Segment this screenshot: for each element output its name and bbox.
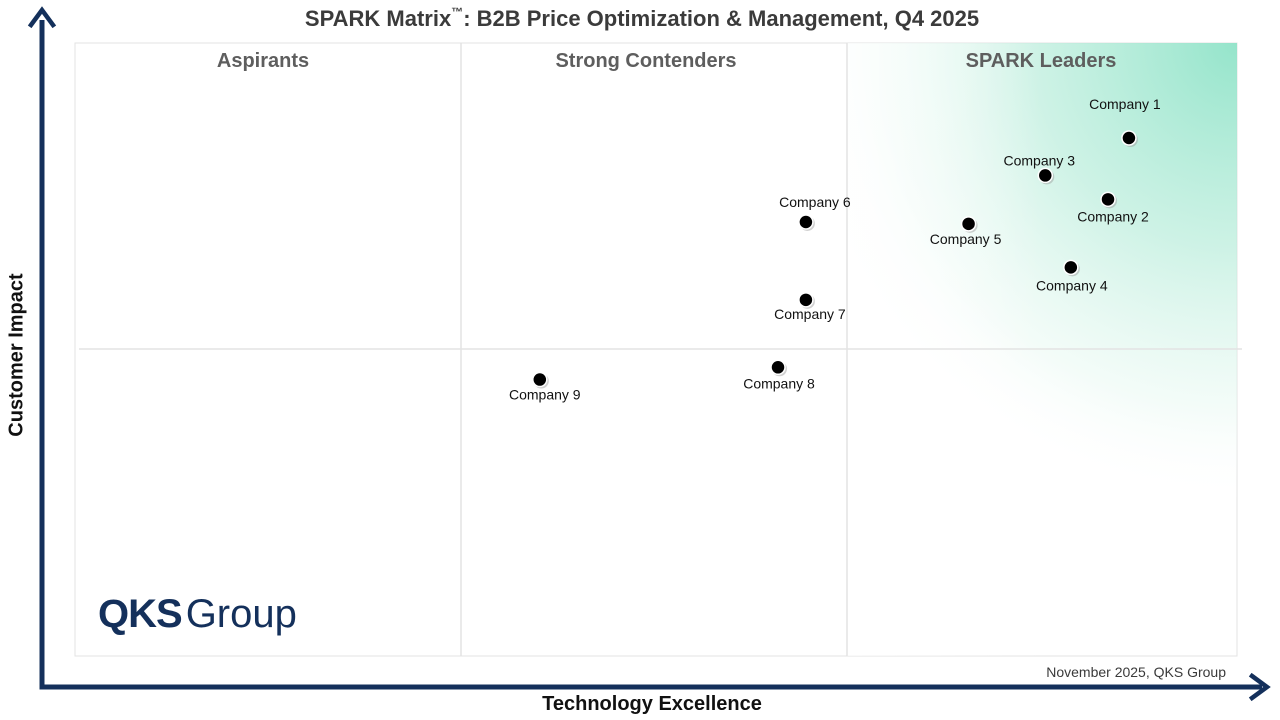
point-company-2 [1100, 191, 1116, 208]
point-company-5 [960, 216, 977, 232]
y-axis-arrow-icon [27, 6, 57, 29]
point-label-company-2: Company 2 [1077, 208, 1149, 224]
point-label-company-7: Company 7 [774, 306, 846, 322]
point-company-6 [798, 214, 814, 230]
point-label-company-4: Company 4 [1036, 277, 1108, 293]
point-company-1 [1121, 130, 1137, 146]
point-label-company-9: Company 9 [509, 387, 581, 403]
x-axis-label: Technology Excellence [542, 693, 762, 715]
point-label-company-5: Company 5 [930, 231, 1002, 247]
logo-group-text: Group [185, 592, 297, 636]
point-label-company-1: Company 1 [1089, 96, 1161, 112]
quadrant-label-spark-leaders: SPARK Leaders [965, 50, 1117, 72]
point-company-8 [770, 359, 786, 376]
trademark-symbol: ™ [451, 4, 464, 19]
qks-group-logo: QKS Group [98, 594, 297, 634]
point-company-3 [1037, 167, 1054, 184]
x-axis-arrow-icon [1248, 672, 1271, 702]
chart-title-rest: : B2B Price Optimization & Management, Q… [463, 6, 980, 31]
point-label-company-6: Company 6 [779, 194, 851, 210]
y-axis-label: Customer Impact [5, 273, 28, 437]
point-company-7 [798, 292, 814, 308]
chart-title: SPARK Matrix™: B2B Price Optimization & … [0, 4, 1280, 32]
source-note: November 2025, QKS Group [1046, 664, 1226, 680]
point-company-4 [1063, 259, 1079, 276]
logo-qks-text: QKS [98, 592, 183, 636]
quadrant-label-strong-contenders: Strong Contenders [555, 50, 737, 72]
point-company-9 [532, 371, 548, 388]
point-label-company-3: Company 3 [1003, 152, 1075, 168]
chart-title-main: SPARK Matrix [304, 6, 452, 31]
point-label-company-8: Company 8 [743, 375, 815, 391]
data-points: Company 1 Company 2 Company 3 Company 4 Comp… [509, 96, 1161, 403]
quadrant-label-aspirants: Aspirants [216, 50, 310, 72]
